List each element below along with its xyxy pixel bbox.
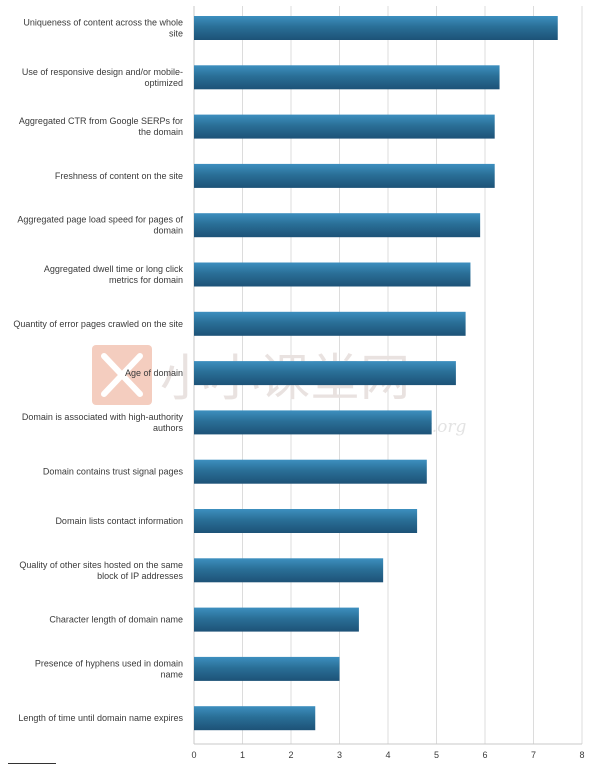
- category-label-line: Freshness of content on the site: [55, 171, 183, 181]
- x-tick-label: 1: [240, 750, 245, 760]
- bar: [194, 311, 466, 336]
- bar: [194, 65, 500, 90]
- bar: [194, 114, 495, 139]
- category-label: Presence of hyphens used in domain name: [35, 658, 183, 679]
- category-label-line: domain: [153, 226, 183, 236]
- category-label-line: Use of responsive design and/or mobile-: [22, 67, 183, 77]
- bar: [194, 706, 316, 731]
- x-tick-label: 4: [385, 750, 390, 760]
- watermark-logo-icon: [92, 345, 152, 405]
- category-label: Character length of domain name: [49, 615, 183, 625]
- category-label-line: optimized: [144, 78, 183, 88]
- bar: [194, 607, 359, 632]
- category-label-line: Uniqueness of content across the whole: [23, 18, 183, 28]
- bar: [194, 410, 432, 435]
- bar: [194, 656, 340, 681]
- category-label: Domain is associated with high-authority…: [22, 412, 184, 433]
- category-label-line: Domain lists contact information: [55, 516, 183, 526]
- category-label-line: Aggregated page load speed for pages of: [17, 215, 183, 225]
- category-label-line: Domain is associated with high-authority: [22, 412, 184, 422]
- category-label-line: Age of domain: [125, 368, 183, 378]
- category-label-line: Presence of hyphens used in domain: [35, 658, 183, 668]
- category-label: Aggregated dwell time or long click metri…: [44, 264, 184, 285]
- category-label: Length of time until domain name expires: [18, 713, 183, 723]
- category-label: Domain contains trust signal pages: [43, 467, 184, 477]
- category-label: Domain lists contact information: [55, 516, 183, 526]
- x-tick-label: 8: [579, 750, 584, 760]
- x-tick-label: 3: [337, 750, 342, 760]
- bar: [194, 213, 481, 238]
- category-label-line: Character length of domain name: [49, 615, 183, 625]
- bar: [194, 16, 558, 40]
- bar: [194, 262, 471, 287]
- bar: [194, 459, 427, 484]
- bars-layer: [194, 16, 558, 731]
- bar: [194, 509, 418, 533]
- category-label-line: authors: [153, 423, 184, 433]
- bar: [194, 361, 456, 386]
- x-tick-label: 0: [191, 750, 196, 760]
- category-label: Uniqueness of content across the whole si…: [23, 18, 183, 39]
- category-label: Freshness of content on the site: [55, 171, 183, 181]
- category-label-line: Length of time until domain name expires: [18, 713, 183, 723]
- category-label-line: Quality of other sites hosted on the sam…: [19, 560, 183, 570]
- category-label: Age of domain: [125, 368, 183, 378]
- category-label-line: name: [160, 669, 183, 679]
- x-tick-label: 7: [531, 750, 536, 760]
- bottom-rule: [8, 763, 56, 764]
- category-label-line: the domain: [138, 127, 183, 137]
- bar: [194, 558, 384, 583]
- x-axis-ticks: 0 1 2 3 4 5 6 7 8: [191, 750, 584, 760]
- category-label-line: block of IP addresses: [97, 571, 183, 581]
- category-label-line: metrics for domain: [109, 275, 183, 285]
- category-label: Quantity of error pages crawled on the s…: [13, 319, 183, 329]
- category-labels: Uniqueness of content across the whole si…: [13, 18, 183, 724]
- category-label-line: Aggregated dwell time or long click: [44, 264, 184, 274]
- category-label-line: Quantity of error pages crawled on the s…: [13, 319, 183, 329]
- bar: [194, 163, 495, 188]
- x-tick-label: 2: [288, 750, 293, 760]
- category-label: Aggregated CTR from Google SERPs for the …: [19, 116, 183, 137]
- category-label: Aggregated page load speed for pages of d…: [17, 215, 183, 236]
- category-label: Quality of other sites hosted on the sam…: [19, 560, 183, 581]
- category-label-line: Domain contains trust signal pages: [43, 467, 184, 477]
- x-tick-label: 5: [434, 750, 439, 760]
- category-label: Use of responsive design and/or mobile-o…: [22, 67, 183, 88]
- category-label-line: site: [169, 29, 183, 39]
- x-tick-label: 6: [482, 750, 487, 760]
- category-label-line: Aggregated CTR from Google SERPs for: [19, 116, 183, 126]
